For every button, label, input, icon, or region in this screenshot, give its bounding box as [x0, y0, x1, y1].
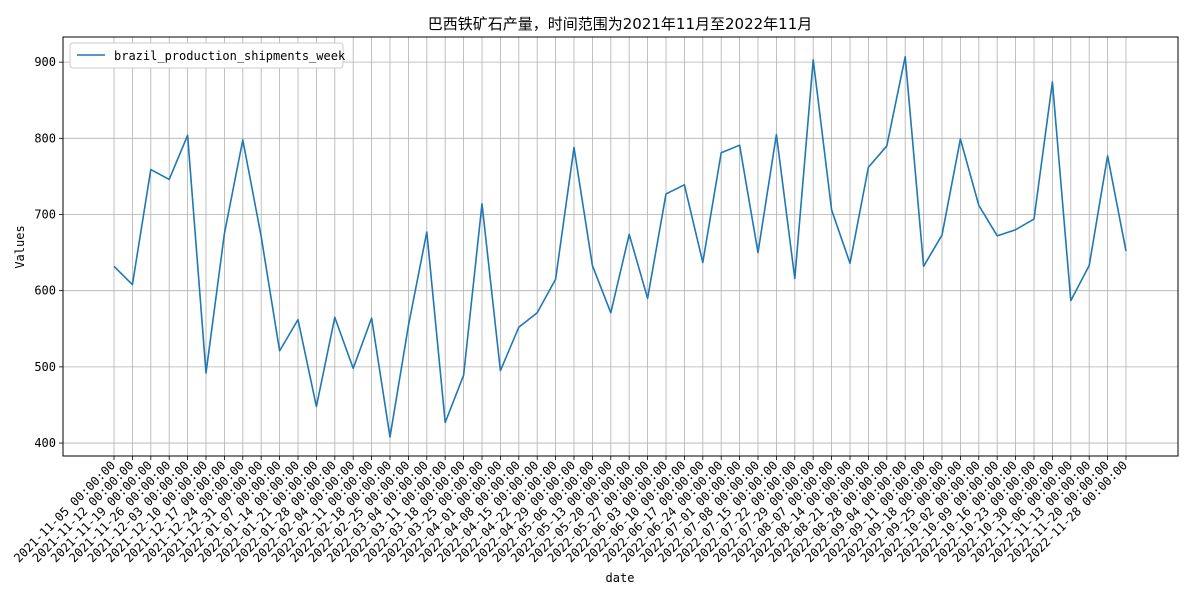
legend: brazil_production_shipments_week [69, 42, 346, 69]
series-layer [113, 56, 1127, 438]
legend-box [69, 42, 344, 69]
y-tick-label: 400 [34, 436, 56, 450]
series-line-0 [113, 56, 1127, 438]
plot-area: 400 500 600 700 800 900 2021-11-05 00:00:0020… [11, 36, 1179, 565]
plot-frame [62, 36, 1179, 457]
y-tick-label: 600 [34, 284, 56, 298]
legend-label: brazil_production_shipments_week [114, 49, 346, 63]
grid-lines [63, 37, 1178, 456]
y-tick-label: 700 [34, 208, 56, 222]
x-axis-label: date [606, 571, 635, 585]
y-axis-label: Values [13, 225, 27, 268]
y-tick-label: 500 [34, 360, 56, 374]
chart-title: 巴西铁矿石产量，时间范围为2021年11月至2022年11月 [428, 15, 813, 33]
y-axis: 400 500 600 700 800 900 [34, 55, 63, 450]
plot-background [63, 37, 1178, 456]
y-tick-label: 800 [34, 131, 56, 145]
y-tick-label: 900 [34, 55, 56, 69]
